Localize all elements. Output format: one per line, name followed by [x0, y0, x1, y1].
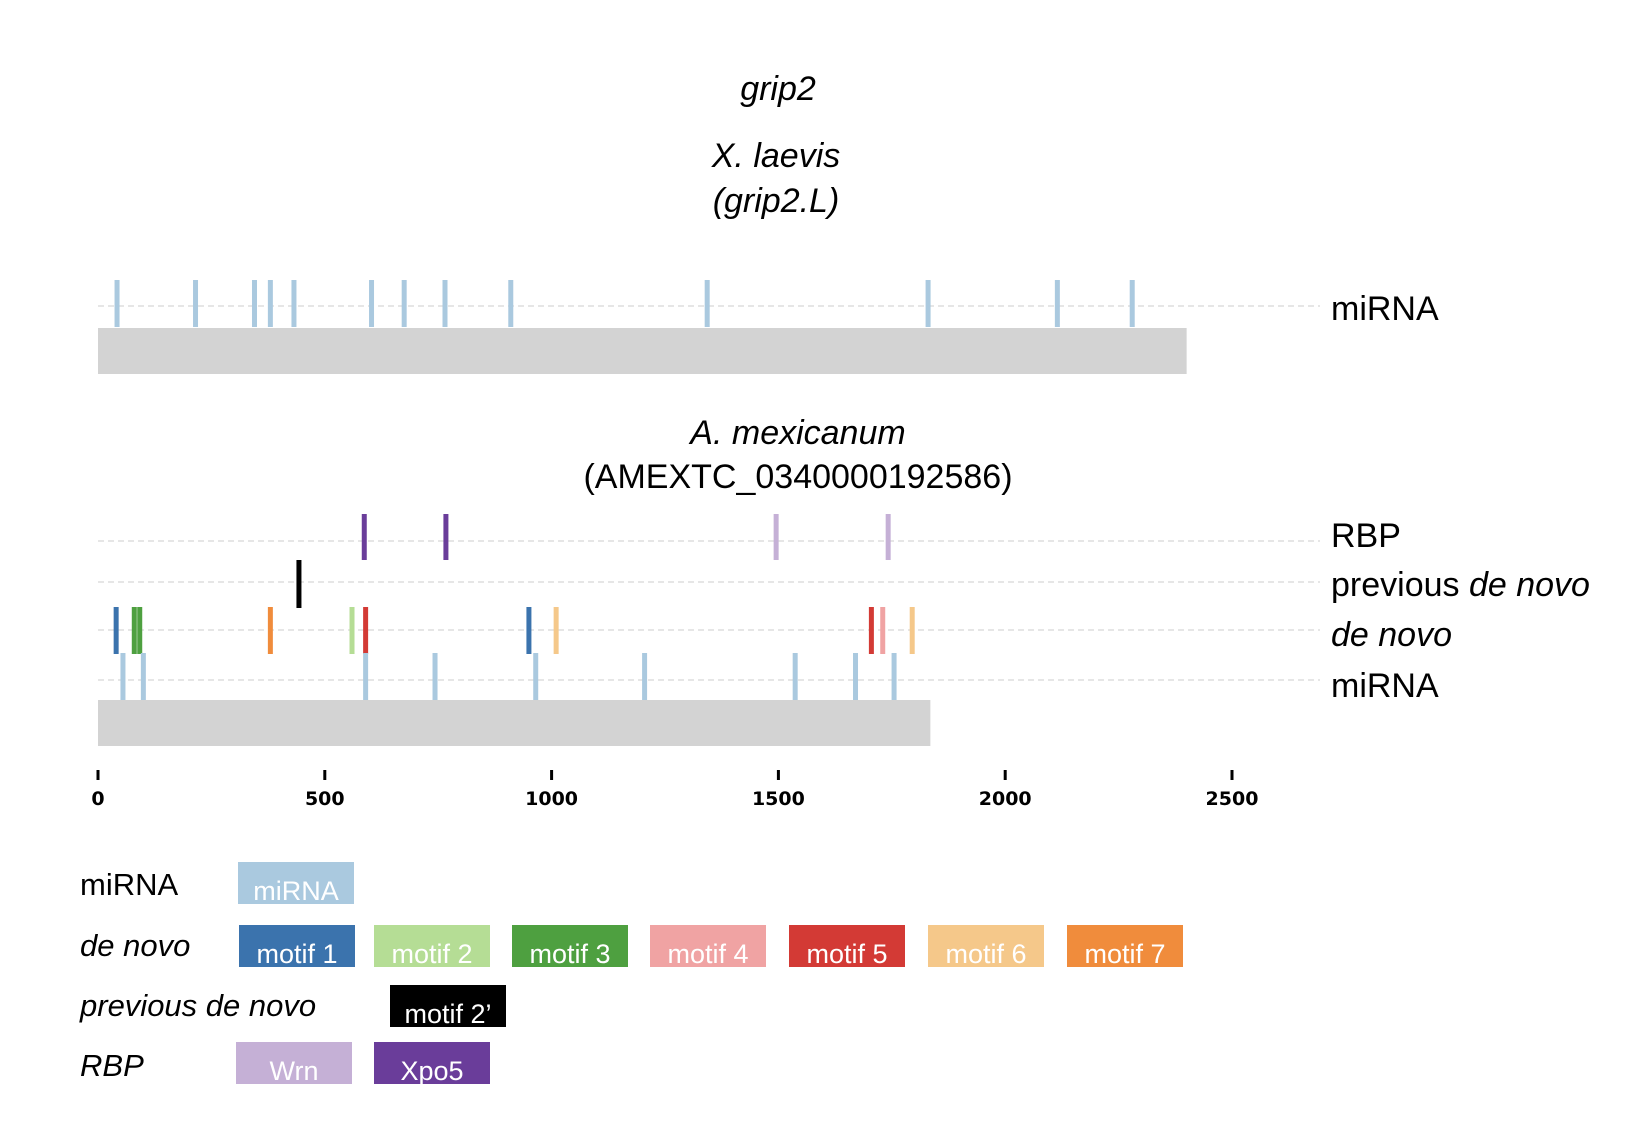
x-axis: 0 500 1000 1500 2000 2500: [91, 770, 1258, 810]
panel1-species: X. laevis: [711, 137, 841, 175]
site-mark-rbp: [361, 514, 367, 560]
x-tick-label: 0: [91, 788, 104, 810]
site-mark-mirna: [193, 280, 199, 327]
site-mark-mirna: [267, 280, 273, 327]
x-tick-label: 2500: [1206, 788, 1259, 810]
legend-swatch: [928, 925, 1044, 967]
site-mark-mirna: [432, 653, 438, 700]
transcript-bar-panel2: [98, 700, 931, 746]
legend-swatch: [374, 1042, 490, 1084]
site-mark-denovo: [909, 607, 915, 654]
site-mark-mirna: [363, 653, 369, 700]
legend-swatch: [512, 925, 628, 967]
site-mark-mirna: [120, 653, 126, 700]
site-mark-denovo: [880, 607, 886, 654]
track-label-de-novo: de novo: [1331, 616, 1452, 654]
legend-swatch: [238, 862, 354, 904]
legend-category: RBP: [80, 1048, 144, 1083]
site-mark-mirna: [442, 280, 448, 327]
legend-item-label: Wrn: [269, 1056, 318, 1086]
track-label-previous-italic: de novo: [1469, 566, 1590, 604]
legend-item-label: motif 4: [667, 939, 748, 969]
site-marks: [113, 280, 1135, 700]
legend-item-label: motif 2: [391, 939, 472, 969]
legend-item-label: motif 6: [945, 939, 1026, 969]
legend-swatch: [390, 985, 506, 1027]
site-mark-denovo: [526, 607, 532, 654]
site-mark-mirna: [401, 280, 407, 327]
panel2-species: A. mexicanum: [688, 414, 905, 452]
track-label-rbp: RBP: [1331, 517, 1401, 555]
site-mark-rbp: [773, 514, 779, 560]
legend-swatch: [239, 925, 355, 967]
legend-item-label: motif 5: [806, 939, 887, 969]
site-mark-mirna: [114, 280, 120, 327]
legend-swatch: [789, 925, 905, 967]
panel1-transcript: (grip2.L): [713, 182, 840, 220]
legend-item-label: motif 7: [1084, 939, 1165, 969]
site-mark-prev: [296, 560, 302, 608]
site-mark-mirna: [642, 653, 648, 700]
site-mark-denovo: [131, 607, 137, 654]
panel2-transcript: (AMEXTC_0340000192586): [583, 458, 1012, 496]
legend-category: miRNA: [80, 867, 178, 902]
x-tick-label: 2000: [979, 788, 1032, 810]
site-mark-denovo: [363, 607, 369, 654]
transcript-bars: [98, 328, 1187, 746]
site-mark-denovo: [113, 607, 119, 654]
site-mark-mirna: [369, 280, 375, 327]
site-mark-mirna: [251, 280, 257, 327]
site-mark-denovo: [868, 607, 874, 654]
site-mark-rbp: [443, 514, 449, 560]
site-mark-denovo: [137, 607, 143, 654]
legend-swatch: [1067, 925, 1183, 967]
x-tick-label: 500: [305, 788, 345, 810]
site-mark-mirna: [704, 280, 710, 327]
legend-swatch: [236, 1042, 352, 1084]
x-tick-label: 1000: [525, 788, 578, 810]
site-mark-rbp: [885, 514, 891, 560]
legend-item-label: Xpo5: [400, 1056, 463, 1086]
legend: miRNA miRNA de novo motif 1 motif 2 motif 3 mo…: [79, 862, 1183, 1086]
legend-category: previous de novo: [79, 988, 316, 1023]
site-mark-mirna: [291, 280, 297, 327]
track-label-previous-plain: previous: [1331, 566, 1469, 604]
legend-swatch: [374, 925, 490, 967]
site-mark-mirna: [1054, 280, 1060, 327]
gene-title: grip2: [740, 70, 816, 108]
site-mark-mirna: [140, 653, 146, 700]
site-mark-denovo: [349, 607, 355, 654]
legend-swatch: [650, 925, 766, 967]
site-mark-mirna: [792, 653, 798, 700]
track-label-mirna-p2: miRNA: [1331, 667, 1439, 705]
site-mark-denovo: [267, 607, 273, 654]
transcript-bar-panel1: [98, 328, 1187, 374]
legend-item-label: motif 3: [529, 939, 610, 969]
site-mark-mirna: [508, 280, 514, 327]
legend-category: de novo: [80, 928, 190, 963]
track-label-previous-de-novo: previous de novo: [1331, 566, 1590, 604]
site-mark-mirna: [533, 653, 539, 700]
site-mark-mirna: [891, 653, 897, 700]
site-mark-mirna: [925, 280, 931, 327]
x-tick-label: 1500: [752, 788, 805, 810]
legend-item-label: motif 2’: [404, 999, 491, 1029]
site-mark-mirna: [853, 653, 859, 700]
site-mark-denovo: [553, 607, 559, 654]
track-label-mirna-p1: miRNA: [1331, 290, 1439, 328]
legend-item-label: motif 1: [256, 939, 337, 969]
site-mark-mirna: [1129, 280, 1135, 327]
legend-item-label: miRNA: [253, 876, 339, 906]
